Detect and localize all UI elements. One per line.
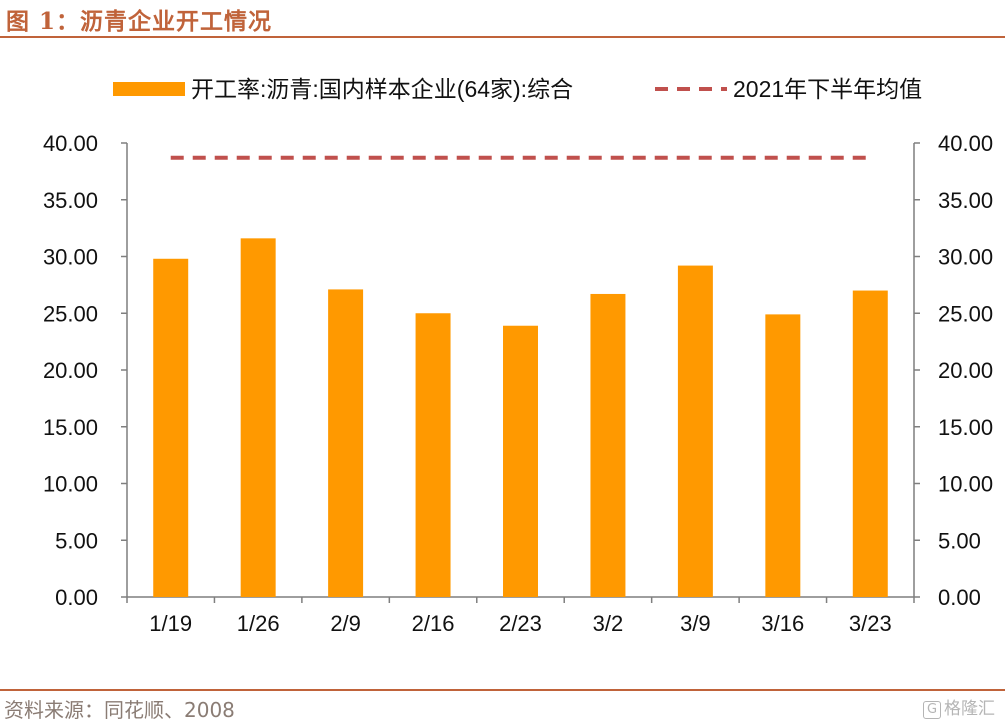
top-rule — [0, 36, 1005, 38]
y-tick-label: 40.00 — [43, 131, 98, 156]
y-tick-label: 15.00 — [43, 415, 98, 440]
bar — [415, 313, 451, 597]
bottom-rule — [0, 689, 1005, 691]
x-tick-label: 1/19 — [149, 611, 192, 636]
bar — [240, 238, 276, 597]
x-tick-label: 3/2 — [593, 611, 624, 636]
x-tick-label: 2/9 — [330, 611, 361, 636]
y-tick-labels: 0.00 5.00 10.00 15.00 20.00 25.00 30.00 35.00 40… — [43, 131, 98, 610]
x-tick-labels: 1/19 1/26 2/9 2/16 2/23 3/2 3/9 3/16 3/23 — [149, 611, 891, 636]
y-tick-label: 30.00 — [43, 245, 98, 270]
x-tick-label: 1/26 — [237, 611, 280, 636]
legend-swatch-bar — [113, 82, 185, 96]
y2-tick-labels: 0.00 5.00 10.00 15.00 20.00 25.00 30.00 35.00 40… — [938, 131, 993, 610]
bar — [852, 290, 888, 597]
x-tick-label: 2/23 — [499, 611, 542, 636]
y2-tick-label: 15.00 — [938, 415, 993, 440]
bars — [153, 238, 888, 597]
y-tick-label: 35.00 — [43, 188, 98, 213]
y2-tick-label: 0.00 — [938, 585, 981, 610]
x-tick-label: 3/23 — [849, 611, 892, 636]
x-tick-label: 2/16 — [412, 611, 455, 636]
watermark: G 格隆汇 — [923, 694, 995, 719]
y2-tick-label: 25.00 — [938, 301, 993, 326]
legend-label-bar: 开工率:沥青:国内样本企业(64家):综合 — [191, 76, 573, 102]
y2-tick-label: 10.00 — [938, 472, 993, 497]
y2-tick-label: 5.00 — [938, 528, 981, 553]
x-tick-label: 3/9 — [680, 611, 711, 636]
source-note: 资料来源：同花顺、2008 — [4, 698, 235, 722]
legend-label-dashed: 2021年下半年均值 — [733, 76, 922, 102]
y2-tick-label: 30.00 — [938, 245, 993, 270]
bar — [677, 265, 713, 597]
y-tick-label: 5.00 — [55, 528, 98, 553]
y2-tick-label: 20.00 — [938, 358, 993, 383]
y-tick-label: 0.00 — [55, 585, 98, 610]
bar — [503, 325, 538, 597]
x-tick-label: 3/16 — [761, 611, 804, 636]
y2-tick-label: 40.00 — [938, 131, 993, 156]
bar — [153, 258, 189, 597]
y2-tick-label: 35.00 — [938, 188, 993, 213]
y-tick-label: 25.00 — [43, 301, 98, 326]
figure-title: 图 1：沥青企业开工情况 — [6, 8, 273, 35]
bar — [328, 289, 364, 597]
bar — [765, 314, 801, 597]
watermark-logo-icon: G — [923, 701, 941, 719]
y-tick-label: 20.00 — [43, 358, 98, 383]
bar — [590, 293, 626, 597]
watermark-text: 格隆汇 — [944, 699, 995, 719]
y-tick-label: 10.00 — [43, 472, 98, 497]
legend: 开工率:沥青:国内样本企业(64家):综合 2021年下半年均值 — [113, 76, 922, 102]
